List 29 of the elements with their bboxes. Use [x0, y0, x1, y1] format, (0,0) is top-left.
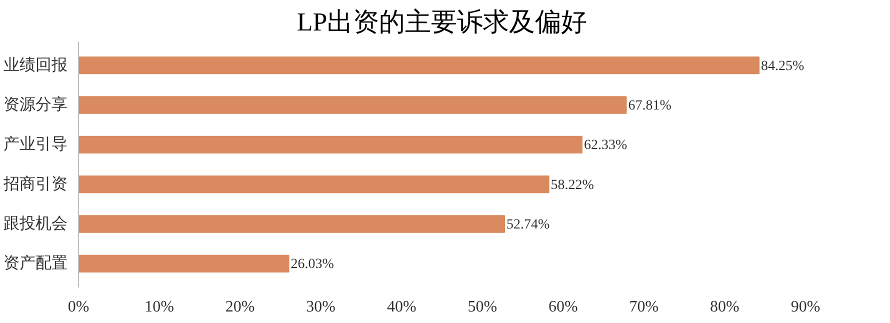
bar — [78, 136, 582, 154]
bar — [78, 96, 627, 114]
data-label: 52.74% — [506, 218, 550, 233]
data-label: 67.81% — [628, 98, 672, 114]
y-tick-label: 招商引资 — [2, 174, 68, 193]
y-tick-label: 资源分享 — [4, 95, 68, 114]
x-tick-label: 80% — [710, 298, 740, 316]
y-tick-label: 业绩回报 — [4, 56, 68, 74]
x-tick-label: 90% — [790, 298, 820, 316]
chart-title: LP出资的主要诉求及偏好 — [296, 8, 588, 36]
y-tick-label: 资产配置 — [4, 254, 68, 272]
data-label: 26.03% — [290, 257, 334, 272]
data-label: 62.33% — [584, 138, 628, 154]
x-tick-label: 70% — [629, 298, 659, 316]
x-tick-label: 30% — [306, 298, 336, 316]
data-label: 84.25% — [761, 58, 805, 74]
bar — [78, 215, 506, 233]
bar — [78, 176, 550, 194]
x-tick-label: 60% — [548, 298, 578, 316]
x-tick-label: 20% — [225, 298, 255, 316]
bar — [78, 254, 290, 273]
bar — [78, 56, 760, 74]
x-tick-label: 40% — [386, 298, 416, 316]
x-tick-label: 50% — [468, 298, 498, 316]
x-tick-label: 10% — [144, 298, 174, 316]
x-tick-label: 0% — [68, 298, 90, 316]
y-tick-label: 产业引导 — [4, 135, 68, 154]
data-label: 58.22% — [550, 178, 594, 193]
y-tick-label: 跟投机会 — [4, 214, 68, 233]
